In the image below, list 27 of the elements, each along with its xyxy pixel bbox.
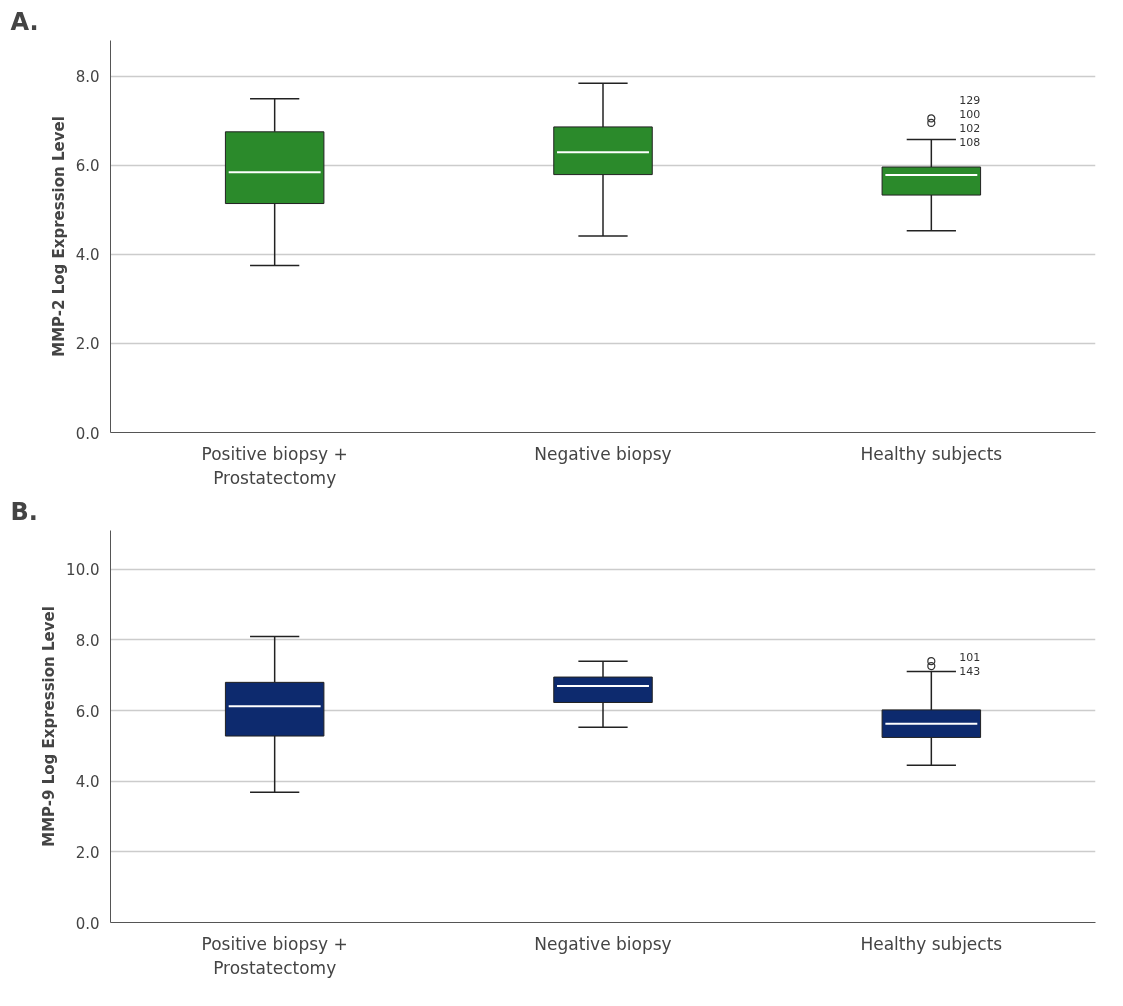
y-axis-title: MMP-2 Log Expression Level: [49, 116, 68, 357]
x-tick-label: Positive biopsy + Prostatectomy: [201, 443, 348, 488]
annotation: 143: [959, 664, 981, 678]
text: B.: [10, 497, 38, 526]
annotation: 108: [959, 135, 981, 149]
y-tick-label: 4.0: [75, 773, 100, 792]
x-tick-label: Healthy subjects: [860, 933, 1003, 954]
y-tick-label: 2.0: [75, 843, 100, 862]
annotation: 101: [959, 650, 981, 664]
y-tick-label: 0.0: [75, 424, 100, 443]
annotation: 100: [959, 107, 981, 121]
y-tick-label: 2.0: [75, 335, 100, 354]
y-tick-label: 4.0: [75, 246, 100, 265]
x-tick-label: Positive biopsy + Prostatectomy: [201, 933, 348, 978]
y-tick-label: 8.0: [75, 631, 100, 650]
y-tick-label: 6.0: [75, 157, 100, 176]
x-tick-label: Healthy subjects: [860, 443, 1003, 464]
x-tick-label: Negative biopsy: [534, 443, 672, 464]
y-tick-label: 8.0: [75, 68, 100, 87]
y-axis-title: MMP-9 Log Expression Level: [40, 606, 59, 847]
text: A.: [10, 7, 39, 36]
annotation: 102: [959, 121, 981, 135]
y-tick-label: 6.0: [75, 702, 100, 721]
y-tick-label: 0.0: [75, 914, 100, 933]
y-tick-label: 10.0: [66, 561, 100, 580]
annotation: 129: [959, 93, 981, 107]
x-tick-label: Negative biopsy: [534, 933, 672, 954]
